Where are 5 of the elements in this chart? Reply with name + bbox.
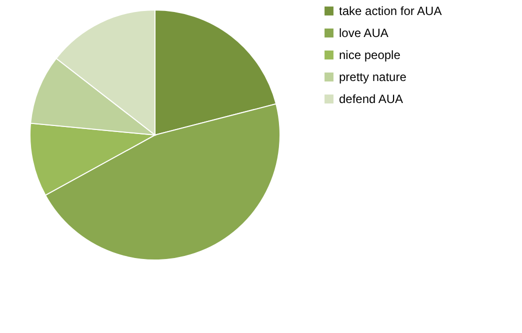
legend-label: pretty nature (339, 70, 407, 84)
legend-label: love AUA (339, 26, 388, 40)
legend-label: take action for AUA (339, 4, 442, 18)
legend-label: nice people (339, 48, 401, 62)
legend-label: defend AUA (339, 92, 404, 106)
